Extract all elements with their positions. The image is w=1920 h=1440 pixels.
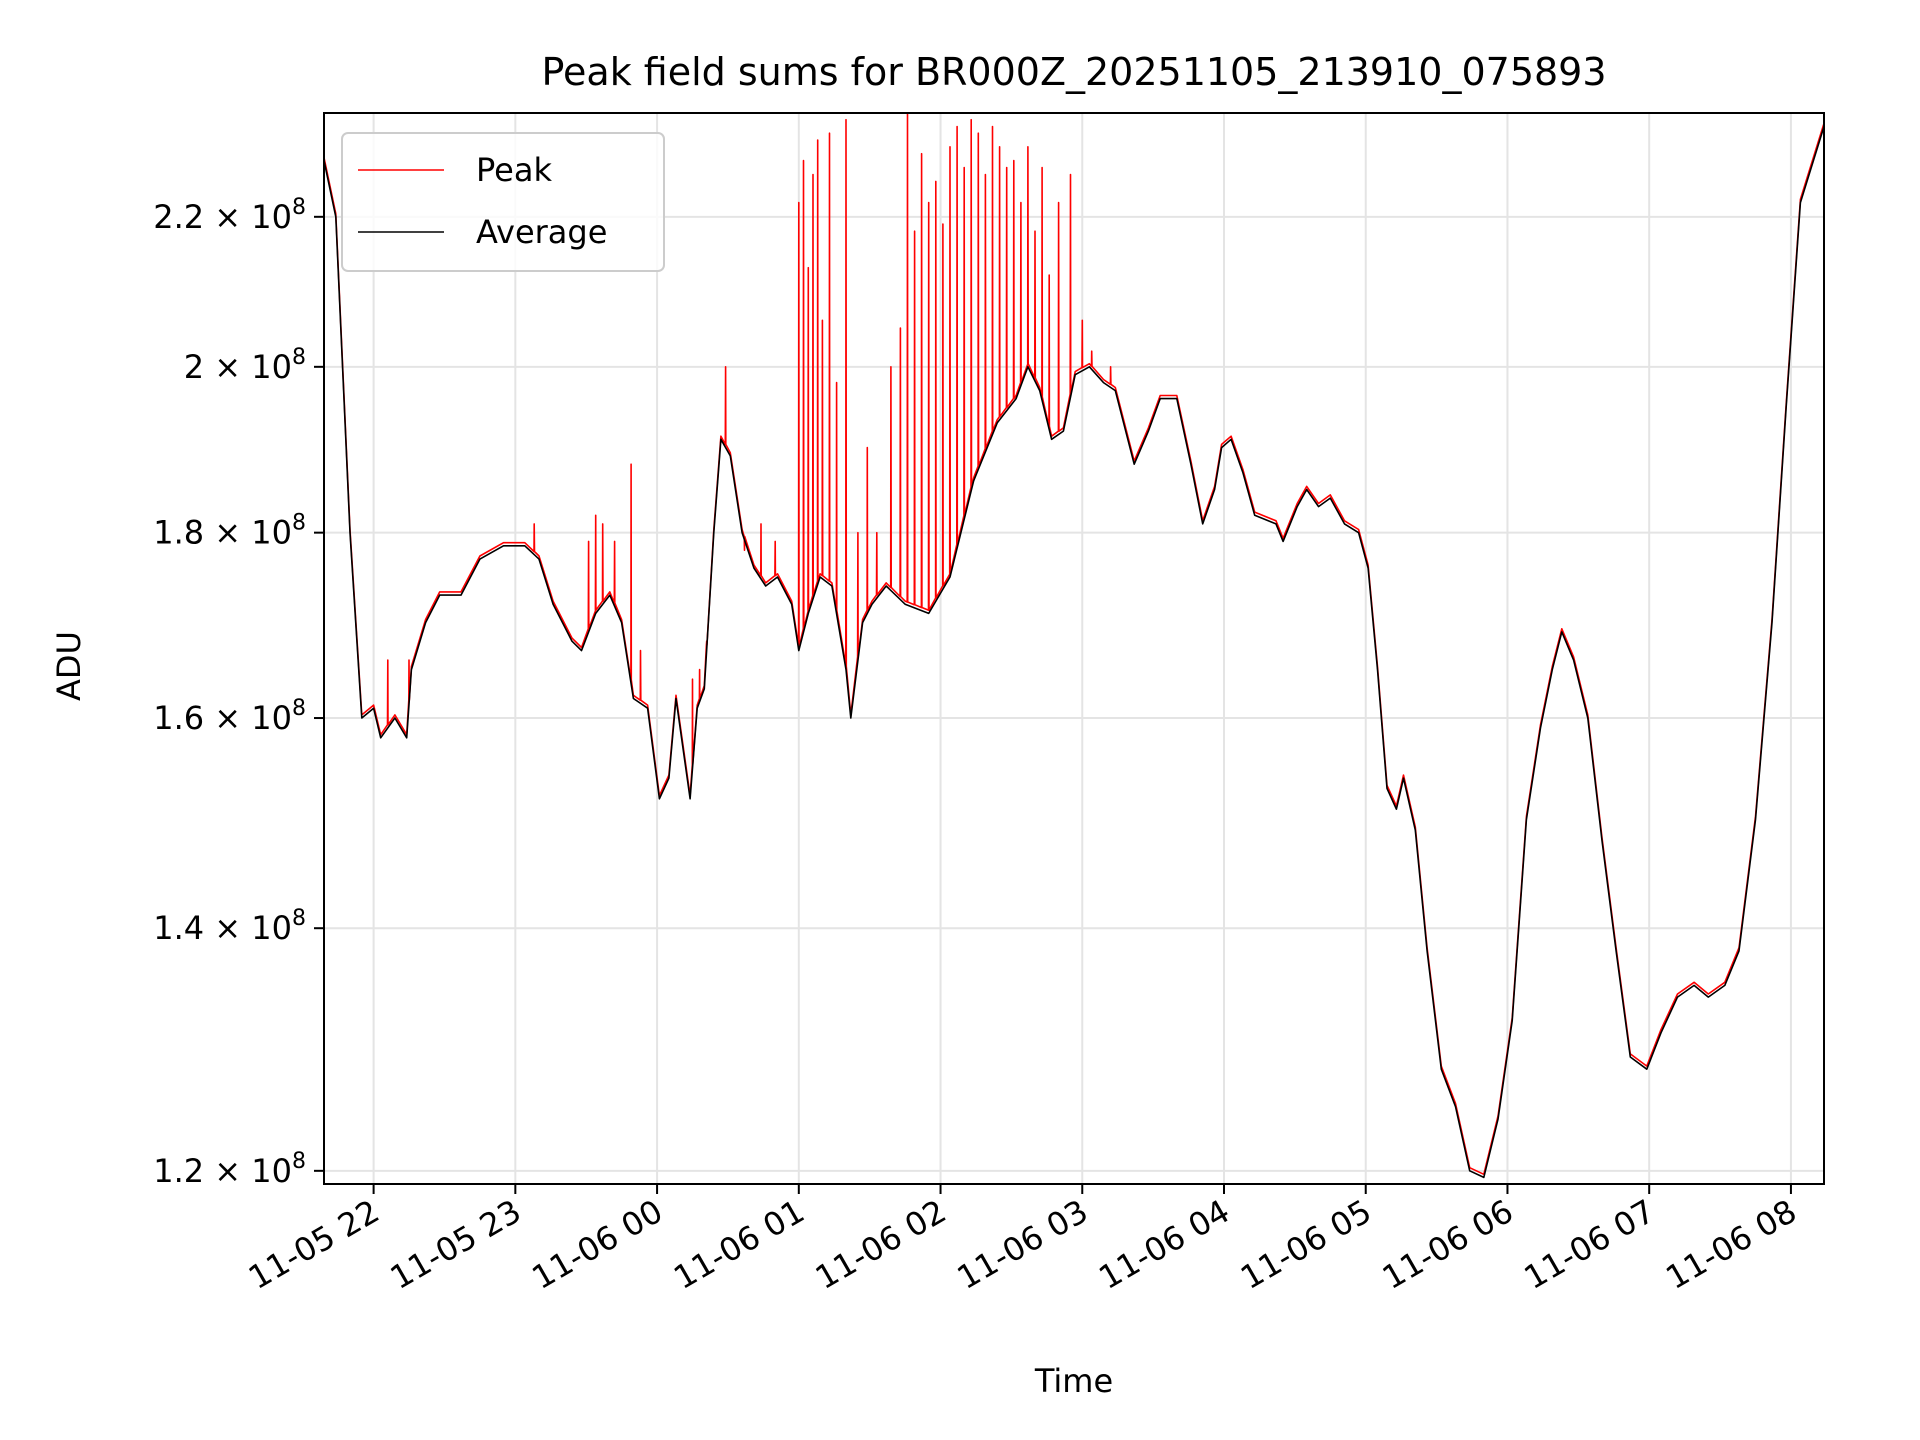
chart-title: Peak field sums for BR000Z_20251105_2139… — [541, 50, 1606, 94]
peak-series-line — [323, 112, 1825, 1176]
legend: Peak Average — [341, 132, 665, 272]
legend-peak-label: Peak — [476, 151, 552, 189]
average-series-line — [323, 126, 1825, 1179]
plot-frame — [323, 112, 1825, 1185]
y-tick-label: 2.2 × 108 — [153, 195, 306, 236]
y-axis-label: ADU — [50, 631, 88, 701]
gridlines — [324, 113, 1824, 1184]
y-axis: 1.2 × 108 1.4 × 108 1.6 × 108 1.8 × 108 2 × … — [153, 195, 324, 1190]
legend-box — [341, 132, 665, 272]
y-tick-label: 1.2 × 108 — [153, 1149, 306, 1190]
y-tick-label: 2 × 108 — [184, 345, 306, 386]
legend-average-label: Average — [476, 213, 607, 251]
series-layer — [323, 112, 1825, 1179]
y-tick-label: 1.8 × 108 — [153, 511, 306, 552]
y-tick-label: 1.6 × 108 — [153, 696, 306, 737]
y-tick-label: 1.4 × 108 — [153, 906, 306, 947]
x-axis-label: Time — [1034, 1362, 1113, 1400]
